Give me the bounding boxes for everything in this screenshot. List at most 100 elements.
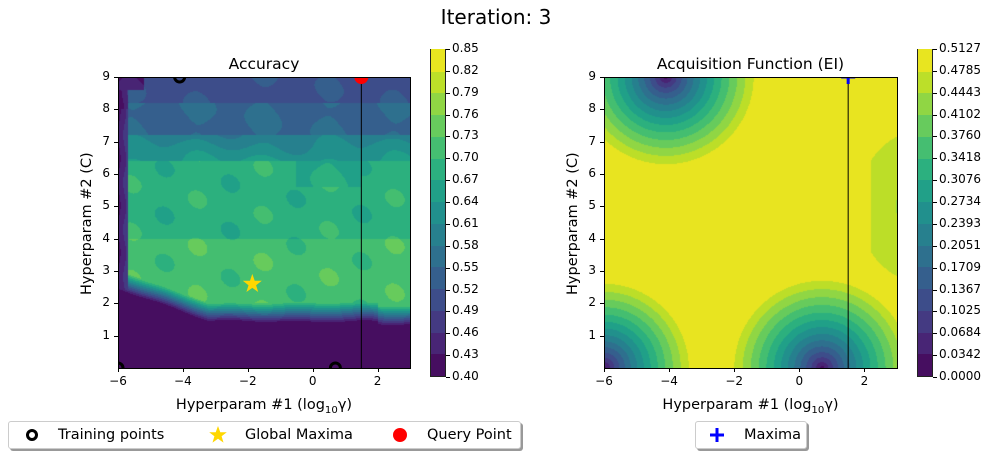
colorbar-tick-label: 0.0684 xyxy=(939,325,981,340)
y-tick-label: 8 xyxy=(102,101,110,116)
colorbar-segment xyxy=(918,114,932,137)
legend-label-training-points: Training points xyxy=(58,427,165,443)
colorbar-tick xyxy=(933,136,937,138)
accuracy-legend: Training points Global Maxima Query Poin… xyxy=(8,421,521,449)
colorbar-tick xyxy=(446,355,450,357)
y-tick xyxy=(114,77,118,78)
colorbar-segment xyxy=(431,222,445,246)
x-tick xyxy=(799,368,801,372)
colorbar-tick-label: 0.3076 xyxy=(939,172,981,187)
colorbar-tick xyxy=(933,92,937,94)
x-tick xyxy=(864,368,866,372)
y-tick-label: 5 xyxy=(588,198,596,213)
colorbar-tick xyxy=(446,180,450,182)
x-tick-label: −6 xyxy=(109,374,127,388)
x-tick-label: −4 xyxy=(660,374,678,388)
colorbar-tick xyxy=(933,355,937,357)
accuracy-colorbar xyxy=(430,49,446,377)
colorbar-segment xyxy=(918,244,932,268)
y-tick xyxy=(600,77,604,78)
x-tick xyxy=(118,368,119,372)
red-dot-marker-icon xyxy=(393,428,407,442)
y-tick-label: 5 xyxy=(102,198,110,213)
colorbar-segment xyxy=(918,92,932,116)
x-tick-label: 0 xyxy=(795,374,804,388)
colorbar-tick xyxy=(446,158,450,160)
colorbar-segment xyxy=(431,309,445,333)
y-tick xyxy=(600,303,604,305)
colorbar-tick-label: 0.58 xyxy=(452,237,479,252)
y-tick xyxy=(114,335,118,337)
x-tick-label: −2 xyxy=(725,374,744,388)
y-tick xyxy=(114,303,118,305)
x-tick-label: −2 xyxy=(238,374,257,388)
y-tick-label: 3 xyxy=(588,263,596,277)
y-tick xyxy=(600,174,604,175)
acquisition-overlay xyxy=(841,77,856,368)
colorbar-tick-label: 0.40 xyxy=(452,369,479,383)
colorbar-tick xyxy=(446,245,450,247)
acquisition-x-axis-label: Hyperparam #1 (log10γ) xyxy=(662,397,839,416)
x-tick xyxy=(669,368,671,372)
colorbar-segment xyxy=(918,309,932,333)
y-tick-label: 4 xyxy=(102,230,110,245)
x-tick xyxy=(377,368,379,372)
global-maxima-star xyxy=(242,273,262,292)
colorbar-tick xyxy=(446,289,450,291)
colorbar-tick-label: 0.76 xyxy=(452,106,479,121)
colorbar-tick-label: 0.61 xyxy=(452,215,479,230)
y-tick xyxy=(114,271,118,272)
colorbar-tick-label: 0.1709 xyxy=(939,259,981,274)
colorbar-tick xyxy=(446,223,450,225)
query-point-marker xyxy=(354,77,369,84)
colorbar-segment xyxy=(918,222,932,246)
colorbar-tick xyxy=(446,70,450,72)
colorbar-tick-label: 0.4102 xyxy=(939,106,981,121)
y-tick-label: 7 xyxy=(102,133,110,148)
colorbar-tick xyxy=(933,114,937,116)
colorbar-tick xyxy=(933,267,937,269)
x-tick-label: 2 xyxy=(373,374,382,388)
accuracy-y-axis-label: Hyperparam #2 (C) xyxy=(79,152,95,295)
colorbar-segment xyxy=(918,179,932,203)
x-tick xyxy=(312,368,314,372)
y-tick xyxy=(114,206,118,208)
x-tick xyxy=(734,368,736,372)
colorbar-tick-label: 0.43 xyxy=(452,347,479,362)
colorbar-segment xyxy=(431,201,445,224)
colorbar-tick-label: 0.4785 xyxy=(939,62,981,77)
x-tick-label: −6 xyxy=(595,374,613,388)
colorbar-tick xyxy=(933,202,937,204)
x-tick xyxy=(182,368,184,372)
colorbar-segment xyxy=(918,201,932,224)
legend-label-global-maxima: Global Maxima xyxy=(245,427,353,443)
colorbar-segment xyxy=(918,49,932,72)
colorbar-segment xyxy=(918,353,932,376)
acquisition-plot-title: Acquisition Function (EI) xyxy=(656,55,845,73)
colorbar-tick xyxy=(933,333,937,335)
y-tick xyxy=(114,109,118,111)
colorbar-tick-label: 0.73 xyxy=(452,128,479,143)
colorbar-tick xyxy=(933,70,937,72)
colorbar-tick-label: 0.2393 xyxy=(939,215,981,230)
colorbar-tick xyxy=(446,267,450,269)
y-tick xyxy=(600,335,604,337)
colorbar-tick-label: 0.55 xyxy=(452,259,479,274)
colorbar-tick-label: 0.85 xyxy=(452,41,479,55)
colorbar-segment xyxy=(431,135,445,159)
y-tick-label: 9 xyxy=(588,69,596,83)
colorbar-segment xyxy=(431,179,445,203)
plus-marker-icon xyxy=(710,428,724,442)
colorbar-tick-label: 0.1025 xyxy=(939,303,981,318)
y-tick xyxy=(600,206,604,208)
colorbar-tick-label: 0.70 xyxy=(452,150,479,165)
colorbar-tick-label: 0.0342 xyxy=(939,347,981,362)
colorbar-segment xyxy=(431,114,445,137)
colorbar-segment xyxy=(431,331,445,355)
colorbar-tick xyxy=(446,49,450,50)
x-tick xyxy=(247,368,249,372)
colorbar-tick-label: 0.64 xyxy=(452,194,479,209)
accuracy-plot-title: Accuracy xyxy=(228,55,300,73)
training-point-marker xyxy=(328,361,342,368)
legend-item-training-points xyxy=(23,422,43,448)
